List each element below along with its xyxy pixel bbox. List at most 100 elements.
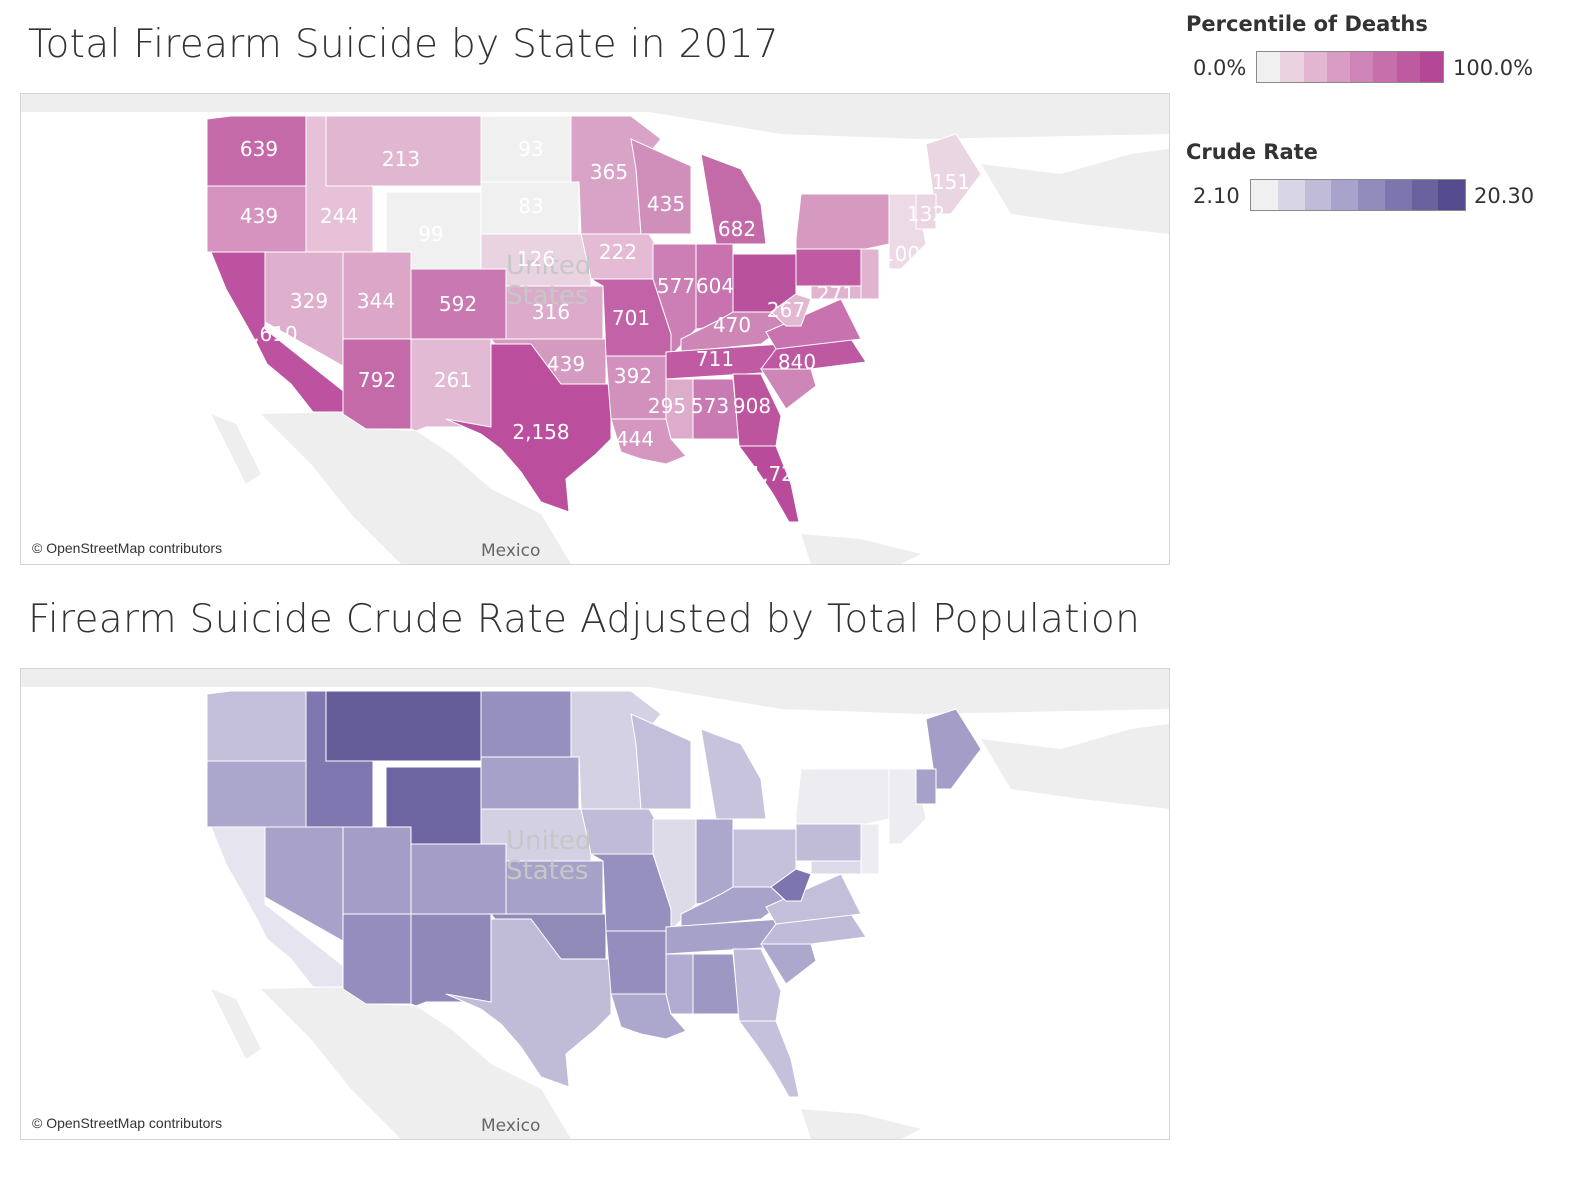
state-ms [665,953,694,1015]
state-fl [738,445,800,523]
state-ia [580,808,662,855]
mexico-label: Mexico [481,541,540,561]
mexico-land [261,987,571,1139]
state-value-label: 435 [647,192,685,216]
state-value-label: 439 [547,352,585,376]
state-value-label: 93 [518,137,543,161]
state-value-label: 244 [320,204,358,228]
state-pa [795,248,870,287]
legend-swatch [1350,52,1374,82]
state-mi [700,728,767,820]
mexico-land [261,412,571,564]
state-nj [860,248,880,300]
state-wi [630,713,692,810]
state-value-label: 573 [691,394,729,418]
legend-swatch [1411,180,1439,210]
legend-swatch [1384,180,1412,210]
map1-attribution[interactable]: © OpenStreetMap contributors [32,540,223,556]
state-value-label: 261 [434,368,472,392]
state-nd [480,690,572,758]
maritimes-land [981,724,1169,809]
map2-viewport[interactable]: United States Mexico © OpenStreetMap contr… [20,668,1170,1140]
state-ny [795,768,890,825]
state-value-label: 682 [718,217,756,241]
legend-swatch [1303,52,1327,82]
state-va [765,298,862,350]
state-value-label: 592 [439,292,477,316]
state-value-label: 126 [517,247,555,271]
map1-viewport[interactable]: United States Mexico 639 439 1,610 329 244 213 99… [20,93,1170,565]
legend-swatch [1438,180,1465,210]
state-value-label: 577 [657,274,695,298]
baja-land [211,989,261,1059]
state-value-label: 344 [357,289,395,313]
legend-swatch [1277,180,1305,210]
maritimes-land [981,149,1169,234]
state-al [692,953,740,1015]
state-value-label: 1,723 [749,462,806,486]
state-value-label: 151 [932,170,970,194]
state-value-label: 267 [767,298,805,322]
state-value-label: 908 [733,394,771,418]
state-nm [410,913,492,1007]
canada-land-north [171,669,1169,714]
country-label-states: States [506,281,588,311]
country-label-states: States [506,856,588,886]
legend-swatch [1280,52,1304,82]
state-va [765,873,862,925]
state-fl [738,1020,800,1098]
state-value-label: 213 [382,147,420,171]
state-value-label: 329 [290,289,328,313]
state-tx [445,918,612,1088]
legend-swatch [1304,180,1332,210]
state-ga [732,373,782,447]
state-value-label: 132 [907,202,945,226]
state-ny [795,193,890,250]
state-tx [445,343,612,513]
state-ms [665,378,694,440]
map1-title: Total Firearm Suicide by State in 2017 [28,22,779,67]
map2-title: Firearm Suicide Crude Rate Adjusted by T… [28,597,1141,642]
state-value-label: 271 [817,282,855,306]
legend-swatch [1396,52,1420,82]
country-label-united: United [506,251,591,281]
map2-attribution[interactable]: © OpenStreetMap contributors [32,1115,223,1131]
state-pa [795,823,870,862]
legend-rate-max: 20.30 [1474,184,1535,208]
state-wv [770,293,812,327]
legend-swatch [1257,52,1281,82]
state-wv [770,868,812,902]
state-value-label: 99 [418,222,443,246]
legend-swatch [1326,52,1350,82]
state-wi [630,138,692,235]
state-value-label: 701 [612,306,650,330]
state-az [342,913,412,1005]
state-wa [206,690,307,762]
state-mt [325,690,482,762]
caribbean-land [801,534,921,564]
legend-rate-min: 2.10 [1193,184,1240,208]
legend-swatch [1331,180,1358,210]
state-value-label: 365 [590,160,628,184]
legend-deaths-title: Percentile of Deaths [1186,12,1428,36]
state-or [206,760,307,828]
state-sd [480,756,580,810]
caribbean-land [801,1109,921,1139]
legend-swatch [1419,52,1443,82]
state-value-label: 316 [532,300,570,324]
state-ga [732,948,782,1022]
state-mi [700,153,767,245]
state-nh [915,193,937,230]
state-value-label: 470 [713,313,751,337]
state-co [410,843,507,915]
state-value-label: 2,158 [512,420,569,444]
canada-land-north [171,94,1169,139]
state-nj [860,823,880,875]
state-value-label: 100 [882,242,920,266]
state-ut [342,826,422,915]
legend-deaths-min: 0.0% [1193,56,1247,80]
mexico-label: Mexico [481,1116,540,1136]
legend-swatch [1358,180,1385,210]
